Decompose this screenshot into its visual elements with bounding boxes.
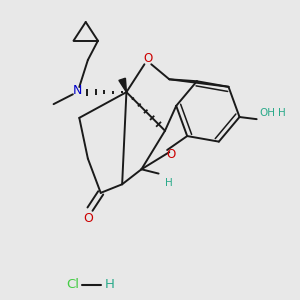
Text: N: N <box>73 83 82 97</box>
Text: H: H <box>104 278 114 292</box>
Text: Cl: Cl <box>66 278 80 292</box>
Text: O: O <box>83 212 93 225</box>
Text: H: H <box>165 178 173 188</box>
Text: O: O <box>167 148 176 161</box>
Text: O: O <box>143 52 152 65</box>
Text: H: H <box>278 108 286 118</box>
Polygon shape <box>119 78 126 92</box>
Text: OH: OH <box>260 108 276 118</box>
